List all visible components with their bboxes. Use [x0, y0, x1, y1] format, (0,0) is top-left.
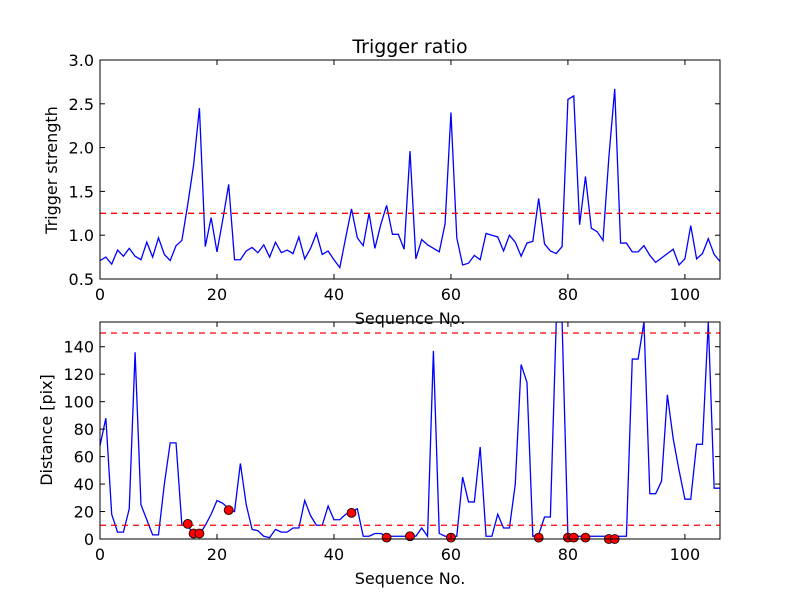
y-tick-label: 60 — [74, 448, 94, 467]
flagged-point-marker — [223, 505, 234, 516]
flagged-point-marker — [194, 528, 205, 539]
trigger-strength-line — [100, 88, 720, 270]
y-tick-label: 100 — [63, 393, 94, 412]
y-tick-label: 20 — [74, 503, 94, 522]
flagged-point-marker — [568, 532, 579, 543]
y-tick-label: 140 — [63, 338, 94, 357]
y-tick-label: 2.5 — [69, 95, 94, 114]
y-tick-label: 3.0 — [69, 51, 94, 70]
y-tick-label: 0.5 — [69, 270, 94, 289]
distance-chart: 0 20 40 60 80 100 0 20 40 60 80 100 120 140 Sequence … — [37, 321, 721, 588]
y-tick-label: 80 — [74, 420, 94, 439]
x-tick-label: 60 — [441, 545, 461, 564]
plot-frame — [99, 321, 721, 540]
chart-title: Trigger ratio — [351, 36, 467, 58]
y-tick-label: 120 — [63, 365, 94, 384]
flagged-point-marker — [580, 532, 591, 543]
x-tick-label: 20 — [207, 285, 227, 304]
x-tick-label: 80 — [558, 285, 578, 304]
x-axis-label: Sequence No. — [355, 309, 466, 328]
flagged-point-marker — [182, 518, 193, 529]
y-tick-label: 0 — [84, 530, 94, 549]
x-tick-label: 0 — [95, 545, 105, 564]
x-tick-label: 80 — [558, 545, 578, 564]
y-tick-label: 1.5 — [69, 182, 94, 201]
flagged-point-marker — [533, 532, 544, 543]
x-tick-label: 60 — [441, 285, 461, 304]
x-tick-label: 40 — [324, 545, 344, 564]
x-axis-label: Sequence No. — [355, 569, 466, 588]
flagged-point-marker — [346, 508, 357, 518]
distance-line — [100, 322, 720, 539]
y-tick-label: 40 — [74, 475, 94, 494]
y-axis-label: Distance [pix] — [37, 374, 56, 486]
x-tick-label: 20 — [207, 545, 227, 564]
x-tick-label: 0 — [95, 285, 105, 304]
x-tick-label: 100 — [670, 545, 701, 564]
y-axis-label: Trigger strength — [42, 106, 61, 235]
x-tick-label: 100 — [670, 285, 701, 304]
x-tick-label: 40 — [324, 285, 344, 304]
flagged-point-marker — [381, 532, 392, 543]
plot-frame — [99, 59, 721, 280]
trigger-ratio-chart: Trigger ratio 0 20 40 60 80 100 0.5 1.0 1.5 2.0 2.… — [42, 36, 721, 328]
y-tick-label: 2.0 — [69, 139, 94, 158]
y-tick-label: 1.0 — [69, 226, 94, 245]
